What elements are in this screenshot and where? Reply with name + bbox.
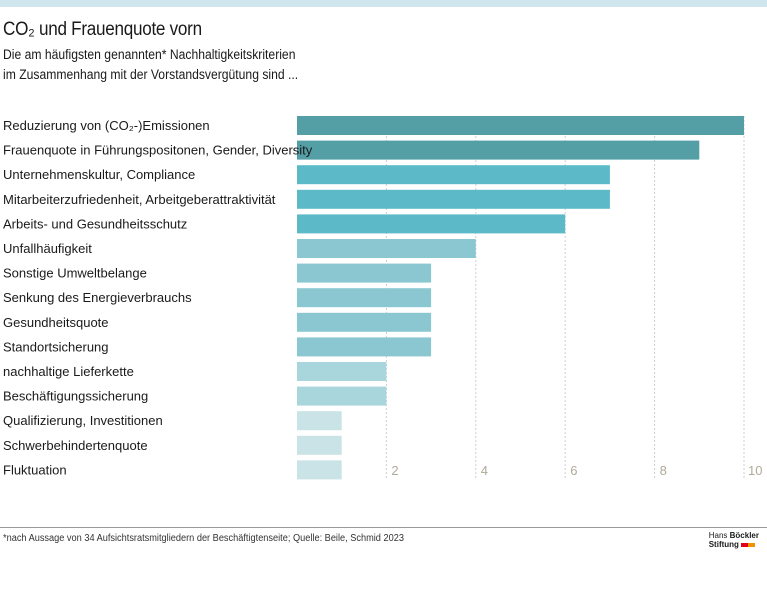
category-label: Arbeits- und Gesundheitsschutz	[3, 216, 187, 231]
category-label: Frauenquote in Führungspositonen, Gender…	[3, 143, 313, 158]
footnote: *nach Aussage von 34 Aufsichtsratsmitgli…	[3, 533, 404, 544]
top-accent-bar	[0, 0, 767, 7]
bar	[297, 435, 342, 455]
x-tick-label: 6	[570, 463, 577, 478]
x-tick-label: 8	[660, 463, 667, 478]
bar	[297, 214, 566, 234]
category-label: Mitarbeiterzufriedenheit, Arbeitgeberatt…	[3, 192, 276, 207]
bar	[297, 189, 610, 209]
chart-subtitle: Die am häufigsten genannten* Nachhaltigk…	[3, 45, 298, 85]
subtitle-line-2: im Zusammenhang mit der Vorstandsvergütu…	[3, 67, 299, 82]
logo-text: Hans	[708, 531, 728, 540]
bar	[297, 411, 342, 431]
category-label: Gesundheitsquote	[3, 315, 109, 330]
chart-title: CO₂ und Frauenquote vorn	[3, 19, 202, 40]
bar-chart: Reduzierung von (CO₂-)Emissionen Frauenqu…	[3, 116, 762, 480]
bar	[297, 239, 476, 258]
category-label: Reduzierung von (CO₂-)Emissionen	[3, 118, 210, 133]
x-tick-label: 4	[481, 463, 488, 478]
category-label: Senkung des Energieverbrauchs	[3, 290, 192, 305]
logo-text-bold: Böckler	[729, 531, 759, 540]
bar	[297, 116, 744, 135]
bar	[297, 460, 342, 480]
x-tick-label: 10	[748, 463, 762, 478]
category-label: Unfallhäufigkeit	[3, 241, 92, 256]
bar	[297, 288, 432, 308]
category-label: nachhaltige Lieferkette	[3, 364, 134, 379]
bar	[297, 165, 610, 185]
category-label: Qualifizierung, Investitionen	[3, 413, 163, 428]
footer-divider	[0, 527, 767, 528]
logo-text-stiftung: Stiftung	[708, 540, 739, 549]
logo-mark	[740, 542, 755, 547]
hans-boeckler-logo: Hans Böckler Stiftung	[709, 531, 759, 549]
bar	[297, 140, 700, 160]
bar	[297, 263, 432, 283]
category-label: Unternehmenskultur, Compliance	[3, 167, 195, 182]
bar	[297, 362, 387, 381]
bar	[297, 337, 432, 357]
category-label: Fluktuation	[3, 462, 67, 477]
category-label: Sonstige Umweltbelange	[3, 266, 147, 281]
subtitle-line-1: Die am häufigsten genannten* Nachhaltigk…	[3, 47, 296, 62]
category-label: Beschäftigungssicherung	[3, 389, 148, 404]
category-label: Schwerbehindertenquote	[3, 438, 148, 453]
bar	[297, 386, 387, 406]
bar	[297, 312, 432, 332]
x-tick-label: 2	[391, 463, 398, 478]
category-label: Standortsicherung	[3, 339, 109, 354]
